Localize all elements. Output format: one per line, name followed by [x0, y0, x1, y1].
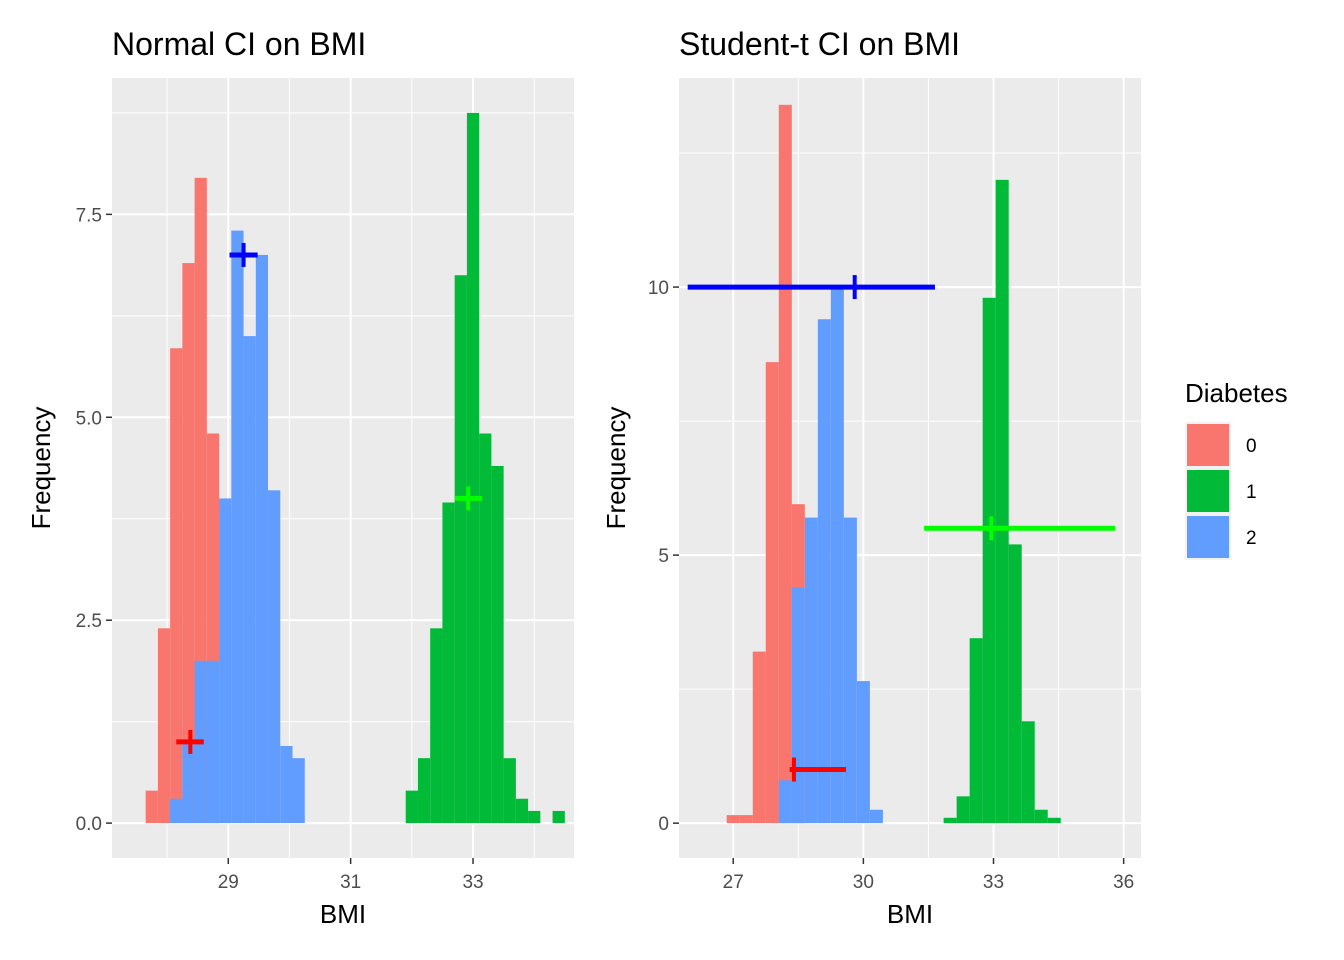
histogram-bar [778, 780, 792, 824]
histogram-bar [778, 104, 792, 824]
histogram-bar [739, 815, 753, 824]
chart-title: Normal CI on BMI [112, 26, 366, 62]
x-tick-label: 29 [218, 872, 239, 893]
histogram-bar [243, 336, 256, 824]
minor-gridlines [112, 78, 574, 858]
histogram-bar [442, 502, 455, 824]
histogram-bar [552, 810, 565, 824]
legend: Diabetes 0 1 2 [1185, 378, 1288, 560]
histogram-bar [982, 297, 996, 824]
y-axis-title: Frequency [601, 407, 631, 530]
histogram-bar [515, 798, 529, 824]
histogram-bar [292, 758, 305, 824]
y-tick-label: 5 [658, 546, 669, 567]
legend-swatch [1187, 470, 1229, 512]
histogram-bar [791, 587, 805, 824]
x-tick-label: 27 [723, 872, 744, 893]
legend-title: Diabetes [1185, 378, 1288, 408]
histogram-bar [280, 745, 293, 824]
chart-title: Student-t CI on BMI [679, 26, 960, 62]
x-axis-ticks: 27 30 33 36 [723, 858, 1134, 893]
y-axis-ticks: 0 5 10 [648, 278, 679, 835]
y-tick-label: 2.5 [76, 611, 102, 632]
histogram-bar [417, 758, 431, 824]
histogram-bar [752, 651, 766, 824]
y-tick-label: 5.0 [76, 408, 102, 429]
histogram-bars [145, 112, 565, 824]
x-tick-label: 33 [462, 872, 483, 893]
legend-swatch [1187, 516, 1229, 558]
histogram-bar [969, 638, 983, 824]
histogram-bar [1034, 809, 1048, 824]
histogram-bar [804, 517, 818, 824]
histogram-bar [995, 179, 1009, 824]
histogram-bar [206, 660, 220, 824]
student-t-ci-panel: Student-t CI on BMI 0 5 10 27 30 33 36 BMI Fr… [601, 26, 1141, 929]
normal-ci-panel: Normal CI on BMI 0.0 2.5 5.0 7.5 29 31 33 BMI… [26, 26, 574, 929]
x-axis-title: BMI [320, 899, 366, 929]
histogram-bar [170, 348, 183, 824]
ci-markers [176, 242, 483, 754]
histogram-bar [503, 758, 516, 824]
histogram-bar [491, 465, 504, 824]
legend-item-0: 0 [1185, 422, 1257, 468]
histogram-bar [255, 254, 269, 824]
histogram-bar [231, 230, 244, 824]
histogram-bar [170, 798, 183, 824]
histogram-bar [726, 815, 740, 824]
histogram-bar [182, 741, 195, 824]
histogram-bar [157, 628, 171, 824]
y-tick-label: 0.0 [76, 814, 102, 835]
ci-markers [687, 275, 1115, 782]
minor-gridlines [679, 78, 1141, 858]
x-tick-label: 30 [853, 872, 874, 893]
legend-label: 2 [1246, 528, 1257, 549]
histogram-bar [817, 319, 831, 824]
y-tick-label: 0 [658, 814, 669, 835]
y-axis-ticks: 0.0 2.5 5.0 7.5 [76, 205, 112, 835]
histogram-bar [405, 790, 418, 824]
legend-swatch [1187, 424, 1229, 466]
histogram-bar [1008, 544, 1022, 824]
histogram-bar [869, 809, 883, 824]
y-tick-label: 7.5 [76, 205, 102, 226]
histogram-bar [466, 112, 480, 824]
histogram-bar [528, 810, 541, 824]
legend-label: 1 [1246, 482, 1257, 503]
histogram-bar [943, 817, 957, 824]
histogram-bar [856, 681, 870, 824]
y-axis-title: Frequency [26, 407, 56, 530]
x-tick-label: 31 [340, 872, 361, 893]
legend-item-1: 1 [1185, 468, 1257, 514]
histogram-bar [219, 498, 232, 824]
histogram-bar [765, 362, 779, 824]
histogram-bar [830, 287, 844, 824]
histogram-bar [1021, 721, 1035, 824]
histogram-bar [843, 517, 857, 824]
histogram-bar [145, 790, 158, 824]
y-tick-label: 10 [648, 278, 669, 299]
legend-label: 0 [1246, 436, 1257, 457]
x-tick-label: 33 [983, 872, 1004, 893]
histogram-bar [479, 433, 492, 824]
histogram-bar [956, 796, 970, 824]
histogram-bar [1047, 817, 1061, 824]
x-axis-ticks: 29 31 33 [218, 858, 484, 893]
histogram-bar [430, 628, 443, 824]
histogram-bar [454, 275, 467, 824]
histogram-bar [268, 490, 281, 824]
legend-item-2: 2 [1185, 514, 1257, 560]
plot-background [679, 78, 1141, 858]
histogram-bars [726, 104, 1061, 824]
x-axis-title: BMI [887, 899, 933, 929]
x-tick-label: 36 [1113, 872, 1134, 893]
histogram-bar [182, 263, 195, 824]
